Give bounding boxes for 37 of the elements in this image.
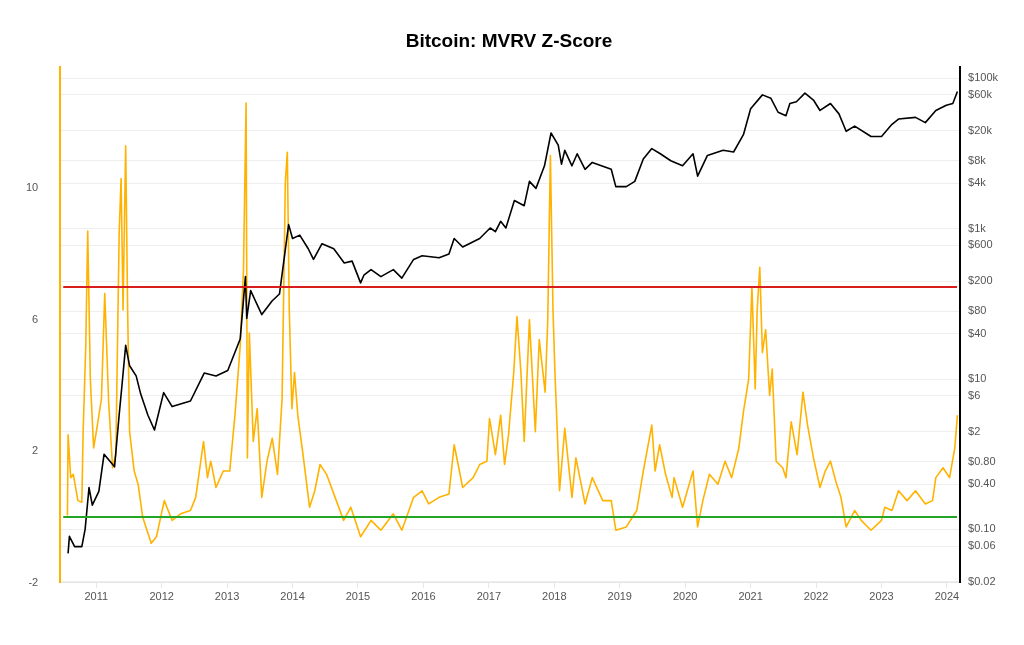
x-tick-label: 2017 xyxy=(476,590,502,603)
x-tick-label: 2021 xyxy=(738,590,763,603)
y2-tick-label: $60k xyxy=(968,87,993,100)
y2-tick-label: $600 xyxy=(968,238,993,251)
x-tick-label: 2015 xyxy=(345,590,371,603)
chart-title: Bitcoin: MVRV Z-Score xyxy=(405,29,613,51)
y2-tick-label: $200 xyxy=(968,274,993,287)
y2-tick-label: $2 xyxy=(968,424,981,437)
y2-tick-label: $0.40 xyxy=(968,477,996,490)
y2-tick-label: $40 xyxy=(968,326,987,339)
x-tick-label: 2012 xyxy=(149,590,174,603)
y2-tick-label: $20k xyxy=(968,123,993,136)
y2-tick-label: $4k xyxy=(968,176,987,189)
x-tick-label: 2018 xyxy=(542,590,567,603)
y2-tick-label: $6 xyxy=(968,388,981,401)
x-tick-label: 2013 xyxy=(214,590,240,603)
x-tick-label: 2011 xyxy=(84,590,109,603)
y-tick-label: 2 xyxy=(32,444,39,457)
y2-tick-label: $8k xyxy=(968,153,987,166)
x-tick-label: 2023 xyxy=(869,590,894,603)
y2-tick-label: $80 xyxy=(968,304,987,317)
y2-tick-label: $1k xyxy=(968,221,987,234)
y2-tick-label: $0.80 xyxy=(968,454,996,467)
x-tick-label: 2016 xyxy=(411,590,436,603)
y2-tick-label: $0.02 xyxy=(968,575,996,587)
y-tick-label: -2 xyxy=(28,575,39,588)
y2-tick-label: $100k xyxy=(968,71,999,84)
y2-tick-label: $0.06 xyxy=(968,539,996,552)
y-tick-label: 6 xyxy=(32,312,39,325)
x-tick-label: 2014 xyxy=(280,590,305,603)
y2-tick-label: $10 xyxy=(968,372,987,385)
x-tick-label: 2022 xyxy=(803,590,829,603)
y-tick-label: 10 xyxy=(25,181,39,194)
x-tick-label: 2019 xyxy=(607,590,632,603)
x-tick-label: 2024 xyxy=(934,590,960,603)
x-tick-label: 2020 xyxy=(672,590,698,603)
y2-tick-label: $0.10 xyxy=(968,522,996,535)
